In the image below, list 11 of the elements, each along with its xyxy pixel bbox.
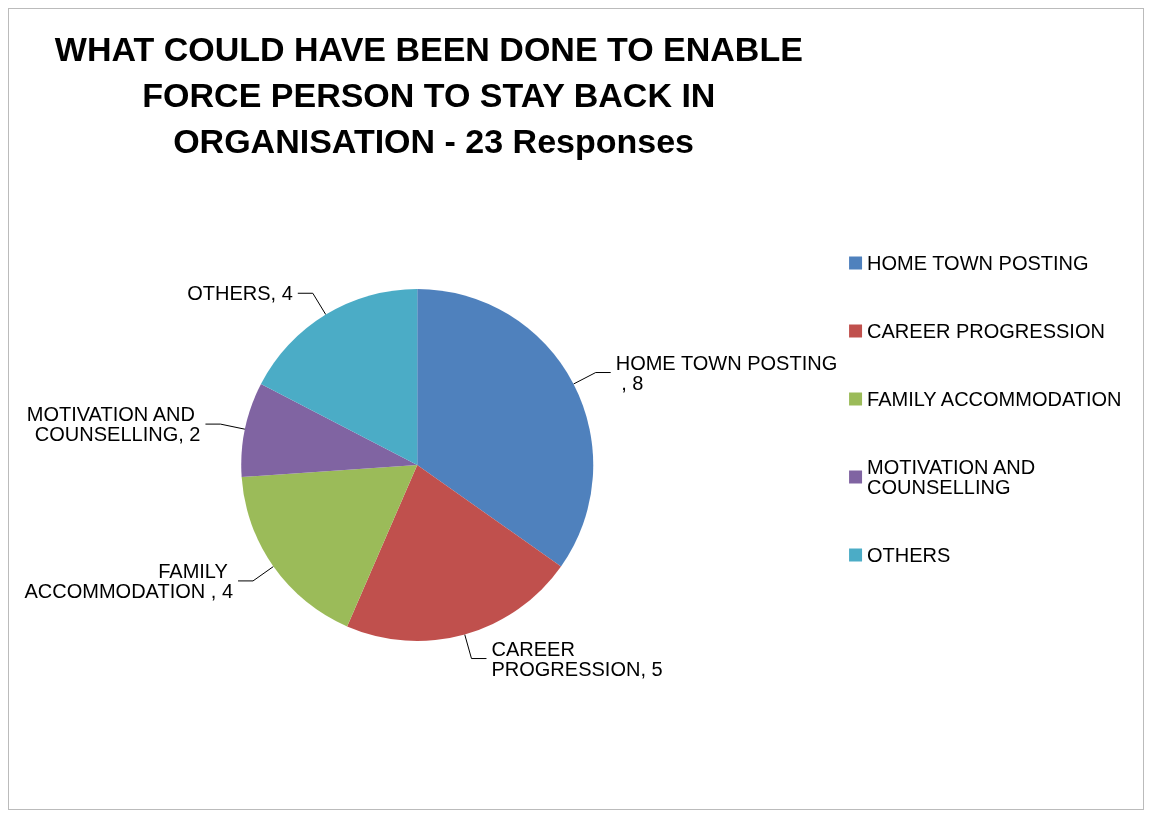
legend-label: OTHERS: [867, 544, 951, 566]
legend-label: HOME TOWN POSTING: [867, 252, 1089, 274]
legend-label: MOTIVATION AND COUNSELLING: [867, 456, 1041, 498]
data-label: CAREER PROGRESSION, 5: [491, 637, 663, 680]
legend-label: CAREER PROGRESSION: [867, 320, 1105, 342]
data-label: HOME TOWN POSTING , 8: [615, 351, 838, 394]
data-label: OTHERS, 4: [187, 282, 293, 305]
chart-title: WHAT COULD HAVE BEEN DONE TO ENABLE FORCE PERSON TO STAY BACK IN ORGANISATION - 23 Responses: [54, 30, 813, 160]
legend-label: FAMILY ACCOMMODATION: [867, 388, 1122, 410]
data-label: FAMILY ACCOMMODATION , 4: [24, 559, 234, 602]
data-label: MOTIVATION AND COUNSELLING, 2: [26, 403, 201, 446]
